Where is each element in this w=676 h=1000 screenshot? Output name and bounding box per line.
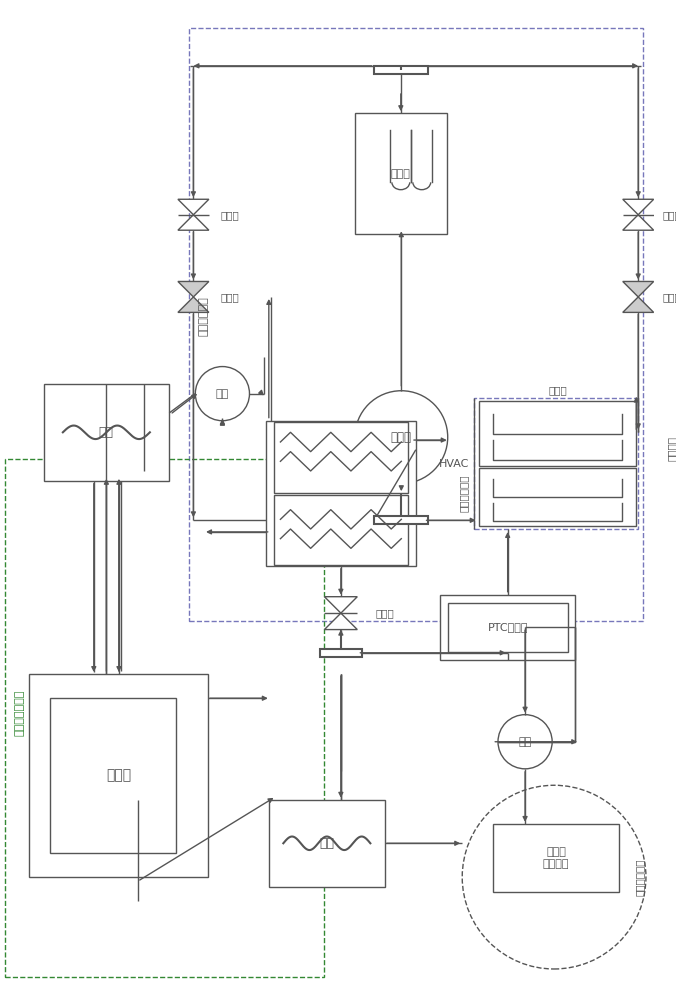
Bar: [29, 674, 208, 877]
Text: 水泵: 水泵: [216, 389, 229, 399]
Polygon shape: [178, 281, 209, 297]
Text: 电磁阀: 电磁阀: [221, 210, 239, 220]
Polygon shape: [324, 613, 358, 630]
Polygon shape: [623, 297, 654, 312]
Polygon shape: [324, 597, 358, 613]
Text: 膜膨阀: 膜膨阀: [221, 292, 239, 302]
Bar: [269, 800, 385, 887]
Bar: [189, 28, 643, 621]
Polygon shape: [623, 199, 654, 215]
Polygon shape: [178, 199, 209, 215]
Polygon shape: [178, 297, 209, 312]
Polygon shape: [623, 281, 654, 297]
Bar: [493, 824, 619, 892]
Bar: [266, 421, 416, 566]
Text: 水箘: 水箘: [99, 426, 114, 439]
Bar: [274, 495, 408, 565]
Bar: [448, 603, 568, 652]
Text: 水泵: 水泵: [518, 737, 532, 747]
Polygon shape: [623, 215, 654, 230]
Bar: [374, 66, 428, 74]
Text: 动力冷却系统: 动力冷却系统: [635, 858, 645, 896]
Text: 电池包: 电池包: [106, 769, 131, 783]
Text: HVAC: HVAC: [439, 459, 470, 469]
Ellipse shape: [462, 785, 646, 969]
Bar: [474, 398, 638, 529]
Bar: [5, 459, 324, 977]
Text: 蒸发器: 蒸发器: [548, 385, 567, 395]
Text: 压缩机: 压缩机: [391, 431, 412, 444]
Circle shape: [498, 715, 552, 769]
Bar: [50, 698, 176, 853]
Circle shape: [355, 391, 448, 484]
Text: 膜膨阀: 膜膨阀: [662, 292, 676, 302]
Circle shape: [195, 367, 249, 421]
Text: PTC加热器: PTC加热器: [487, 622, 528, 632]
Polygon shape: [178, 215, 209, 230]
Bar: [440, 595, 575, 660]
Text: 电磁阀: 电磁阀: [662, 210, 676, 220]
Bar: [479, 401, 636, 466]
Bar: [269, 424, 413, 563]
Text: 电池热管理系统: 电池热管理系统: [14, 690, 24, 736]
Bar: [274, 422, 408, 493]
Text: 水箘: 水箘: [319, 837, 335, 850]
Bar: [43, 384, 169, 481]
Text: 冷凝器: 冷凝器: [391, 169, 411, 179]
Text: 电磁阀: 电磁阀: [375, 608, 393, 618]
Bar: [355, 113, 447, 234]
Bar: [320, 649, 362, 657]
Text: 暖风芯体: 暖风芯体: [667, 436, 676, 461]
Bar: [375, 516, 429, 524]
Text: 新能源
汽车电机: 新能源 汽车电机: [543, 847, 569, 869]
Text: 电池包恒温器: 电池包恒温器: [459, 474, 469, 512]
Text: 汽车空调系统: 汽车空调系统: [198, 296, 208, 336]
Bar: [479, 468, 636, 526]
